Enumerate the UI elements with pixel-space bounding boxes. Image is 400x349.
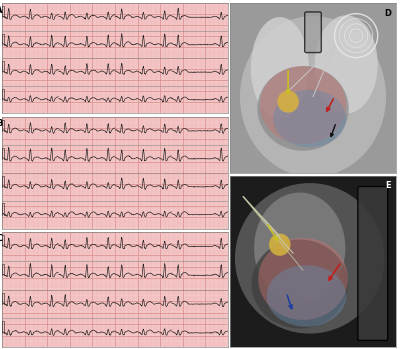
Text: C: C [0,235,2,243]
Ellipse shape [258,238,348,320]
Text: D: D [384,9,391,17]
FancyBboxPatch shape [305,12,321,53]
Ellipse shape [273,90,346,147]
Ellipse shape [315,15,378,113]
Circle shape [269,233,290,256]
Ellipse shape [254,193,345,304]
Ellipse shape [257,66,349,151]
Ellipse shape [252,239,348,328]
Circle shape [277,91,299,113]
Text: E: E [385,181,391,190]
Ellipse shape [260,66,346,144]
FancyBboxPatch shape [358,186,388,340]
Ellipse shape [240,16,386,177]
Ellipse shape [342,21,370,50]
Text: A: A [0,6,3,15]
Ellipse shape [266,265,346,327]
Ellipse shape [251,17,309,119]
Ellipse shape [235,183,384,334]
Text: B: B [0,119,3,128]
